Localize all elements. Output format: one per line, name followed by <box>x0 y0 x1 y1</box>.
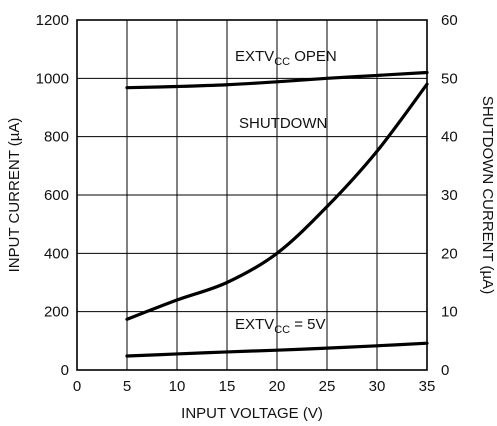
y2-tick-label: 40 <box>441 129 458 146</box>
x-tick-label: 30 <box>369 378 386 395</box>
x-tick-label: 10 <box>169 378 186 395</box>
x-tick-label: 35 <box>419 378 436 395</box>
y2-axis-label: SHUTDOWN CURRENT (µA) <box>479 96 496 294</box>
y2-tick-label: 20 <box>441 245 458 262</box>
y-tick-label: 400 <box>44 245 69 262</box>
y-tick-label: 0 <box>61 362 69 379</box>
y-axis-label: INPUT CURRENT (µA) <box>6 118 23 273</box>
y-tick-label: 1200 <box>36 12 69 29</box>
series-line-2 <box>125 82 429 321</box>
x-axis-label: INPUT VOLTAGE (V) <box>181 405 323 422</box>
x-tick-label: 15 <box>219 378 236 395</box>
y-tick-label: 600 <box>44 187 69 204</box>
annotation-2: SHUTDOWN <box>239 115 327 132</box>
series-line-3 <box>125 341 429 358</box>
x-tick-label: 0 <box>73 378 81 395</box>
series-line-1 <box>125 70 429 90</box>
y2-tick-label: 10 <box>441 304 458 321</box>
y2-tick-label: 50 <box>441 70 458 87</box>
x-tick-label: 5 <box>123 378 131 395</box>
annotations: EXTVCC OPEN SHUTDOWN EXTVCC = 5V <box>235 48 337 336</box>
annotation-1: EXTVCC OPEN <box>235 48 337 68</box>
x-tick-label: 25 <box>319 378 336 395</box>
y2-tick-label: 0 <box>441 362 449 379</box>
series-lines <box>125 70 429 358</box>
y2-tick-label: 60 <box>441 12 458 29</box>
y2-tick-label: 30 <box>441 187 458 204</box>
tick-labels: 0 5 10 15 20 25 30 35 0 200 400 600 800 1000 1200 0 10 20… <box>36 12 458 395</box>
annotation-3: EXTVCC = 5V <box>235 316 326 336</box>
y-tick-label: 200 <box>44 304 69 321</box>
x-tick-label: 20 <box>269 378 286 395</box>
y-tick-label: 800 <box>44 129 69 146</box>
y-tick-label: 1000 <box>36 70 69 87</box>
